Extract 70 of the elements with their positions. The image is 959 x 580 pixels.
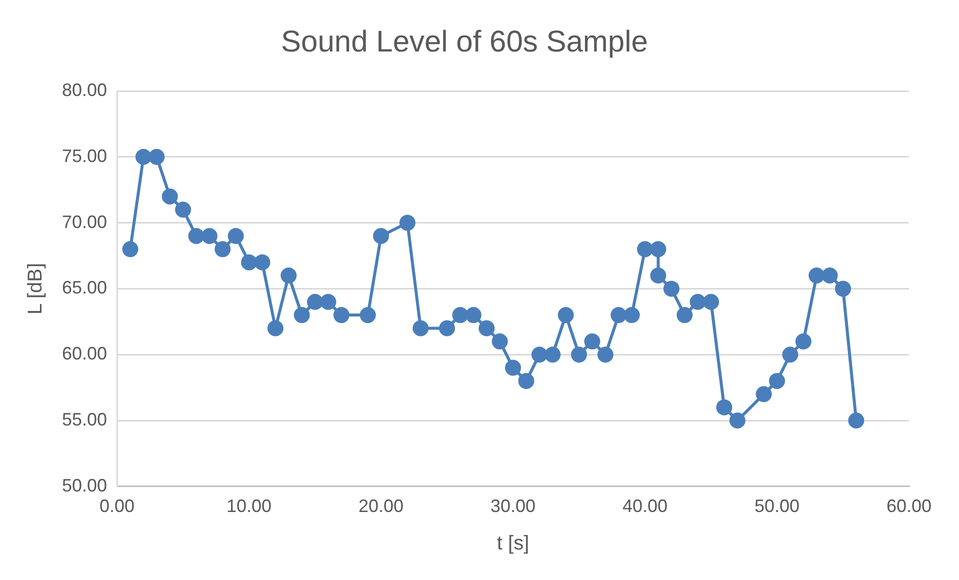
point [478,320,495,336]
point [333,307,350,324]
point [492,333,508,350]
point [465,307,482,324]
point [531,346,548,363]
x-tick-label: 0.00 [100,496,135,516]
point [544,346,561,363]
y-tick-label: 55.00 [62,409,108,430]
point [188,228,204,244]
point [610,307,627,324]
point [624,307,640,324]
point [729,412,746,428]
y-tick-label: 80.00 [62,80,108,100]
point [690,294,706,310]
point [650,241,666,258]
point [148,148,165,165]
point [808,268,825,284]
point [637,241,654,258]
point [267,320,284,336]
point [716,399,732,416]
point [756,386,772,402]
point [175,202,192,218]
point [214,241,231,258]
point [822,268,838,284]
point [848,412,864,428]
point [439,320,456,336]
point [558,307,574,324]
point [412,320,429,336]
y-tick-label: 65.00 [62,278,108,298]
y-tick-label: 70.00 [62,212,108,232]
y-tick-label: 60.00 [62,344,108,364]
point [795,333,812,350]
point [452,307,468,324]
point [399,214,416,231]
point [162,188,178,204]
y-tick-label: 75.00 [62,146,108,166]
x-tick-label: 50.00 [754,496,800,516]
point [571,346,588,363]
x-axis-title: t [s] [496,532,530,555]
chart-title: Sound Level of 60s Sample [281,25,648,58]
point [782,346,798,363]
point [769,372,786,389]
point [307,294,324,310]
point [597,346,614,363]
point [360,307,376,324]
x-tick-label: 10.00 [226,496,272,516]
y-tick-label: 50.00 [62,475,108,496]
point [703,294,720,310]
x-tick-label: 30.00 [490,496,536,516]
point [294,307,310,324]
point [135,148,152,165]
point [518,372,534,389]
point [241,254,258,270]
point [201,228,218,244]
point [254,254,270,270]
y-axis-title: L [dB] [24,262,47,314]
point [650,268,666,284]
x-tick-label: 20.00 [358,496,404,516]
point [676,307,693,324]
x-tick-label: 60.00 [886,496,932,516]
point [505,360,522,376]
point [228,228,244,244]
point [373,228,390,244]
point [320,294,336,310]
x-tick-label: 40.00 [622,496,668,516]
point [663,280,680,297]
point [584,333,600,350]
point [122,241,138,258]
point [835,280,852,297]
point [280,268,297,284]
